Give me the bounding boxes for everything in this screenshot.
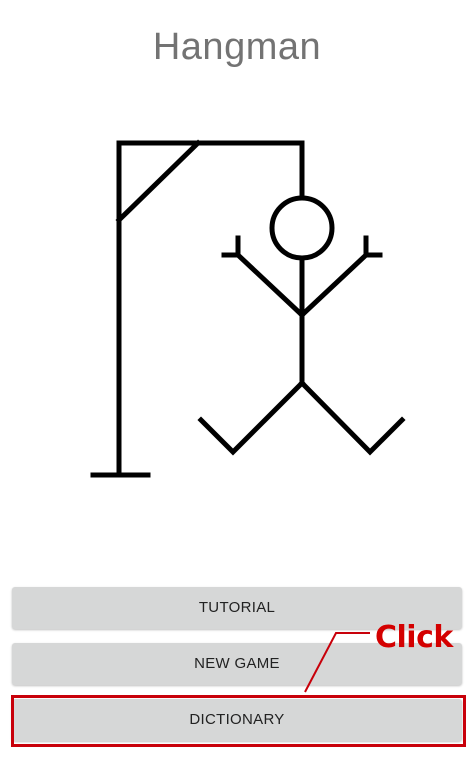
gallows-brace	[115, 139, 202, 224]
app-title: Hangman	[152, 26, 322, 68]
hangman-drawing	[90, 139, 406, 478]
hangman-left-arm	[234, 251, 306, 319]
dictionary-button[interactable]: DICTIONARY	[12, 699, 462, 741]
tutorial-button[interactable]: TUTORIAL	[12, 587, 462, 629]
click-annotation-label: Click	[375, 620, 453, 655]
new-game-button[interactable]: NEW GAME	[12, 643, 462, 685]
hangman-right-arm	[298, 251, 370, 319]
hangman-right-leg	[298, 379, 406, 456]
hangman-head	[269, 195, 335, 261]
hangman-left-leg	[197, 379, 306, 456]
